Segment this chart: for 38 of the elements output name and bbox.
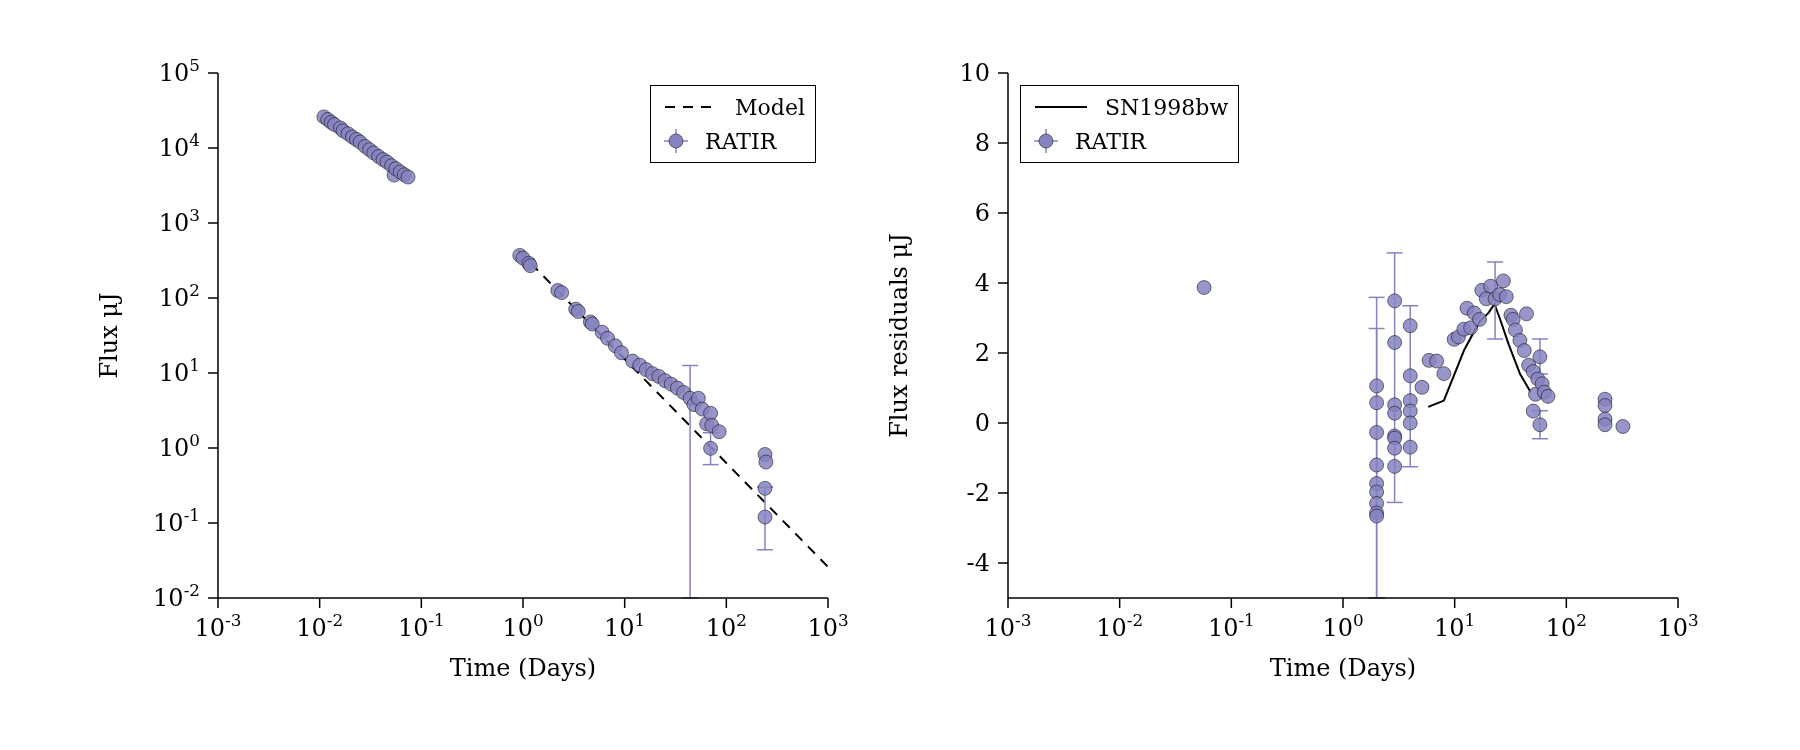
y-axis-title: Flux residuals μJ (884, 233, 913, 438)
y-tick-label: 10$^{1}$ (158, 355, 200, 387)
x-tick-label: 10$^{3}$ (1657, 610, 1699, 642)
x-tick-label: 10$^{-3}$ (194, 610, 242, 642)
x-tick-label: 10$^{1}$ (604, 610, 646, 642)
x-tick-label: 10$^{-2}$ (1096, 610, 1144, 642)
x-axis-title: Time (Days) (1269, 654, 1417, 682)
x-tick-label: 10$^{2}$ (1545, 610, 1587, 642)
x-tick-label: 10$^{0}$ (1322, 610, 1364, 642)
y-tick-label: 4 (974, 269, 990, 297)
y-axis-title: Flux μJ (94, 292, 123, 379)
y-tick-label: 10 (959, 59, 990, 87)
x-tick-label: 10$^{3}$ (807, 610, 849, 642)
x-tick-label: 10$^{-1}$ (1207, 610, 1255, 642)
y-tick-label: 8 (974, 129, 990, 157)
y-tick-label: -2 (966, 479, 990, 507)
y-tick-label: 10$^{3}$ (158, 205, 200, 237)
y-tick-label: 10$^{5}$ (158, 55, 200, 87)
x-tick-label: 10$^{-2}$ (296, 610, 344, 642)
x-tick-label: 10$^{-3}$ (984, 610, 1032, 642)
y-tick-label: 10$^{-2}$ (153, 580, 200, 612)
legend-label: SN1998bw (1105, 94, 1229, 120)
x-tick-label: 10$^{2}$ (705, 610, 747, 642)
legend-label: RATIR (1075, 128, 1147, 154)
y-tick-label: 10$^{4}$ (158, 130, 200, 162)
y-tick-label: 10$^{0}$ (158, 430, 200, 462)
legend-label: RATIR (705, 128, 777, 154)
x-axis-title: Time (Days) (449, 654, 597, 682)
y-tick-label: 10$^{2}$ (158, 280, 200, 312)
y-tick-label: 10$^{-1}$ (153, 505, 200, 537)
y-tick-label: -4 (966, 549, 990, 577)
y-tick-label: 6 (974, 199, 990, 227)
y-tick-label: 2 (974, 339, 990, 367)
y-tick-label: 0 (974, 409, 990, 437)
x-tick-label: 10$^{-1}$ (397, 610, 445, 642)
legend-label: Model (735, 94, 805, 120)
x-tick-label: 10$^{0}$ (502, 610, 544, 642)
x-tick-label: 10$^{1}$ (1434, 610, 1476, 642)
